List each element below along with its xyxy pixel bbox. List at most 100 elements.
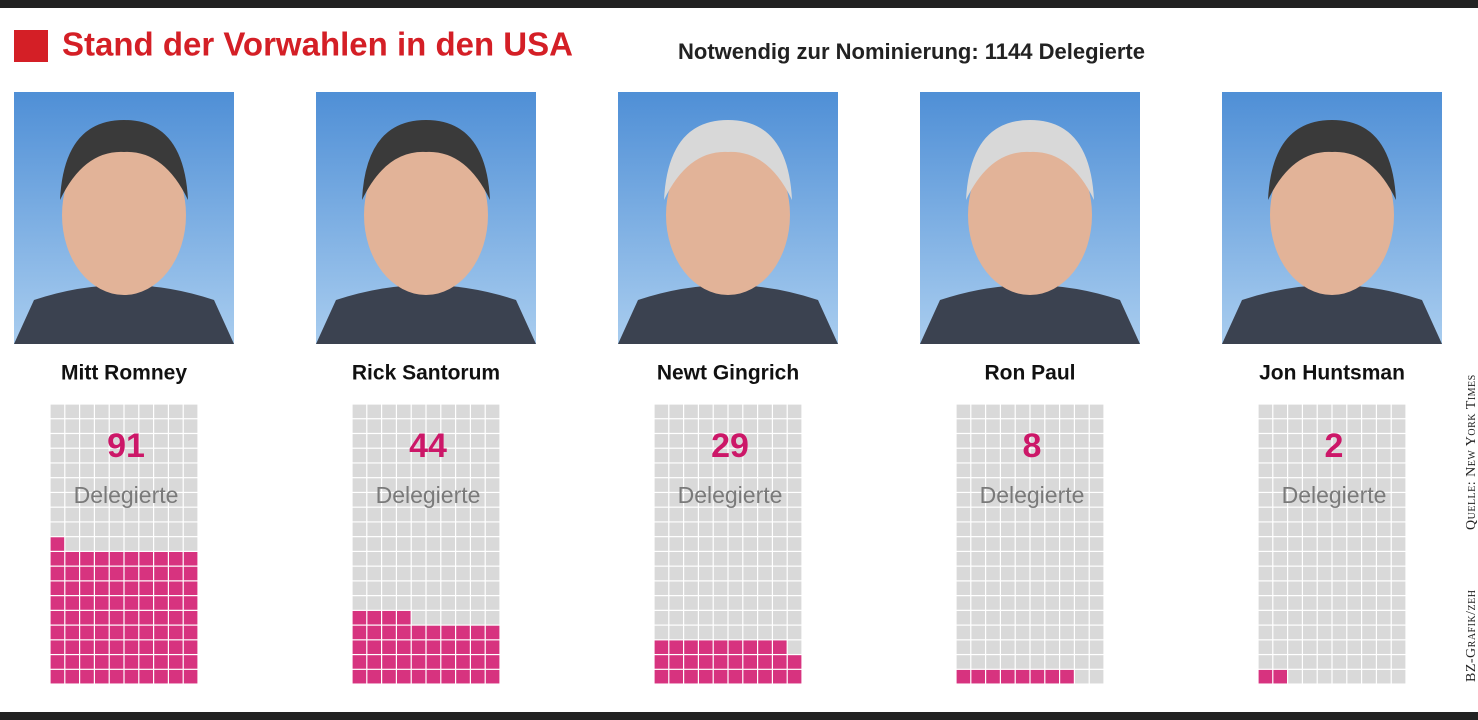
empty-cell <box>654 448 669 463</box>
empty-cell <box>743 596 757 610</box>
empty-cell <box>699 448 713 463</box>
empty-cell <box>50 507 65 522</box>
empty-cell <box>728 404 743 419</box>
delegate-cell <box>80 610 94 625</box>
empty-cell <box>426 404 441 419</box>
delegate-cell <box>169 640 183 654</box>
delegate-cell <box>154 655 168 669</box>
empty-cell <box>1030 625 1045 640</box>
empty-cell <box>426 463 441 478</box>
empty-cell <box>1288 478 1302 492</box>
empty-cell <box>411 522 426 537</box>
empty-cell <box>1015 478 1030 492</box>
empty-cell <box>956 566 971 581</box>
empty-cell <box>441 419 455 433</box>
chart-title: Stand der Vorwahlen in den USA <box>62 26 573 63</box>
empty-cell <box>80 507 94 522</box>
empty-cell <box>971 507 985 522</box>
empty-cell <box>411 434 426 448</box>
empty-cell <box>1332 625 1347 640</box>
empty-cell <box>1001 640 1015 654</box>
delegate-cell <box>65 640 79 654</box>
empty-cell <box>109 478 124 492</box>
empty-cell <box>1075 537 1089 551</box>
photo-body <box>14 285 234 344</box>
empty-cell <box>1288 507 1302 522</box>
source: Quelle: New York Times <box>1464 374 1478 530</box>
empty-cell <box>471 507 485 522</box>
empty-cell <box>154 434 168 448</box>
empty-cell <box>986 537 1000 551</box>
empty-cell <box>773 625 787 640</box>
empty-cell <box>139 404 153 419</box>
empty-cell <box>1288 610 1302 625</box>
empty-cell <box>728 434 743 448</box>
empty-cell <box>986 655 1000 669</box>
empty-cell <box>1273 404 1287 419</box>
empty-cell <box>669 448 683 463</box>
empty-cell <box>1030 448 1045 463</box>
empty-cell <box>1303 552 1317 566</box>
empty-cell <box>1317 522 1332 537</box>
empty-cell <box>1015 537 1030 551</box>
empty-cell <box>1258 566 1273 581</box>
empty-cell <box>684 522 698 537</box>
empty-cell <box>773 493 787 507</box>
empty-cell <box>1273 640 1287 654</box>
empty-cell <box>1391 655 1406 669</box>
empty-cell <box>1391 478 1406 492</box>
delegate-cell <box>183 596 198 610</box>
empty-cell <box>743 522 757 537</box>
delegate-cell <box>65 625 79 640</box>
empty-cell <box>1045 419 1059 433</box>
empty-cell <box>1362 566 1376 581</box>
delegate-cell <box>109 625 124 640</box>
empty-cell <box>1317 419 1332 433</box>
empty-cell <box>95 478 109 492</box>
empty-cell <box>1273 522 1287 537</box>
empty-cell <box>1332 552 1347 566</box>
empty-cell <box>1258 537 1273 551</box>
empty-cell <box>787 448 802 463</box>
empty-cell <box>426 566 441 581</box>
empty-cell <box>1391 552 1406 566</box>
empty-cell <box>758 448 772 463</box>
empty-cell <box>787 581 802 596</box>
delegate-cell <box>95 596 109 610</box>
delegate-cell <box>471 625 485 640</box>
empty-cell <box>1332 566 1347 581</box>
delegate-cell <box>684 655 698 669</box>
empty-cell <box>139 493 153 507</box>
empty-cell <box>441 596 455 610</box>
empty-cell <box>1332 610 1347 625</box>
delegate-cell <box>352 610 367 625</box>
empty-cell <box>699 610 713 625</box>
chart-subtitle: Notwendig zur Nominierung: 1144 Delegier… <box>678 39 1145 64</box>
empty-cell <box>169 404 183 419</box>
delegate-cell <box>169 610 183 625</box>
empty-cell <box>743 463 757 478</box>
empty-cell <box>971 522 985 537</box>
empty-cell <box>1377 434 1391 448</box>
empty-cell <box>1030 507 1045 522</box>
delegate-cell <box>139 596 153 610</box>
photo-body <box>618 285 838 344</box>
empty-cell <box>1288 404 1302 419</box>
empty-cell <box>1075 478 1089 492</box>
empty-cell <box>971 419 985 433</box>
empty-cell <box>971 537 985 551</box>
value-label: 8 <box>1023 427 1042 465</box>
empty-cell <box>684 610 698 625</box>
empty-cell <box>758 566 772 581</box>
delegate-cell <box>124 610 139 625</box>
photo-face <box>62 135 186 295</box>
empty-cell <box>743 552 757 566</box>
empty-cell <box>1273 478 1287 492</box>
delegate-cell <box>50 610 65 625</box>
empty-cell <box>684 507 698 522</box>
empty-cell <box>485 419 500 433</box>
empty-cell <box>728 552 743 566</box>
photo-face <box>666 135 790 295</box>
empty-cell <box>654 404 669 419</box>
